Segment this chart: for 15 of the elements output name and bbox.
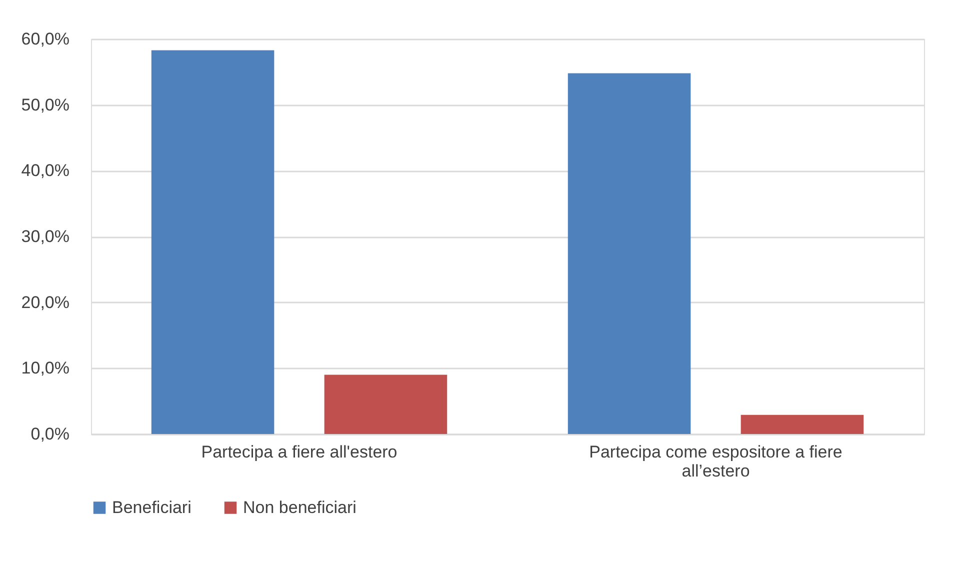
y-tick-label: 10,0% bbox=[21, 358, 70, 378]
y-tick-label: 40,0% bbox=[21, 161, 70, 180]
bar bbox=[568, 73, 691, 434]
x-tick-label: Partecipa come espositore a fiere all’estero bbox=[589, 442, 842, 480]
y-tick-label: 20,0% bbox=[21, 292, 70, 312]
y-tick-label: 50,0% bbox=[21, 95, 70, 114]
bar bbox=[740, 414, 864, 434]
bar bbox=[324, 374, 448, 434]
legend-label: Non beneficiari bbox=[243, 498, 356, 517]
x-tick-label: Partecipa a fiere all'estero bbox=[201, 442, 398, 462]
legend-label: Beneficiari bbox=[112, 498, 192, 517]
y-tick-label: 0,0% bbox=[30, 424, 70, 444]
y-tick-label: 30,0% bbox=[21, 227, 70, 246]
y-tick-label: 60,0% bbox=[21, 30, 70, 48]
bar bbox=[151, 50, 274, 434]
